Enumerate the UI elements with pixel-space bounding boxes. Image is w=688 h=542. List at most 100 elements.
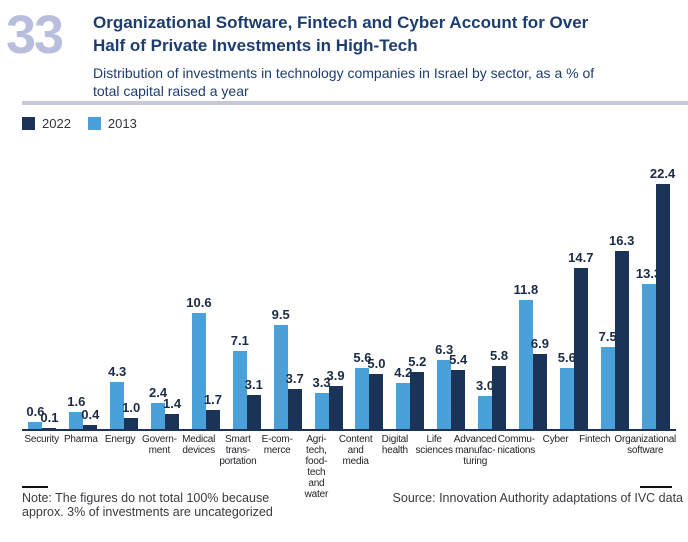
bar-2022: 1.4 (163, 396, 181, 429)
legend-swatch (22, 117, 35, 130)
bar-2013: 7.5 (599, 329, 617, 429)
bar-group: 7.5 16.3 (594, 184, 635, 429)
bar-2013: 4.3 (108, 364, 126, 429)
value-label: 3.7 (285, 370, 304, 386)
bar-group: 3.0 5.8 (472, 184, 513, 429)
bar-group: 3.3 3.9 (308, 184, 349, 429)
chart-subtitle: Distribution of investments in technolog… (93, 65, 595, 99)
value-label: 0.6 (26, 404, 45, 420)
bar-2013: 5.6 (558, 350, 576, 429)
value-label: 7.5 (598, 329, 617, 344)
category-label: Content and media (338, 434, 373, 467)
bar-2022: 22.4 (650, 166, 675, 429)
bar-group: 6.3 5.4 (431, 184, 472, 429)
x-axis-line (22, 429, 676, 431)
value-label: 22.4 (649, 166, 676, 181)
bar-2022: 1.7 (204, 392, 222, 429)
bar-group: 13.3 22.4 (635, 166, 676, 429)
category-label: Security (24, 434, 59, 445)
value-label: 3.1 (244, 377, 263, 393)
bar-2013: 11.8 (514, 282, 538, 429)
bar-2022: 5.8 (490, 348, 508, 429)
category-label: E-com- merce (261, 434, 293, 456)
bar-2022: 16.3 (609, 233, 634, 429)
bar-group: 4.2 5.2 (390, 184, 431, 429)
category-label: Commu- nications (497, 434, 536, 456)
figure-number: 33 (6, 5, 64, 65)
bar-2013: 13.3 (636, 266, 661, 429)
bar-2013: 7.1 (231, 333, 249, 429)
chart-legend: 2022 2013 (22, 117, 137, 130)
bar-2022: 3.1 (245, 377, 263, 429)
category-label: Cyber (542, 434, 569, 445)
value-label: 7.1 (230, 333, 249, 349)
value-label: 2.4 (149, 384, 168, 400)
value-label: 3.0 (476, 378, 495, 394)
bar-2013: 5.6 (353, 350, 371, 429)
bar-2013: 3.0 (476, 378, 494, 429)
legend-item-2022: 2022 (22, 117, 71, 130)
source-rule (640, 486, 672, 488)
category-label: Advanced manufac- turing (453, 434, 497, 467)
bar-group: 0.6 0.1 (22, 184, 63, 429)
bar-2013: 1.6 (67, 394, 85, 429)
legend-label: 2022 (42, 116, 71, 131)
bar-group: 4.3 1.0 (104, 184, 145, 429)
value-label: 5.4 (449, 351, 468, 367)
category-label: Smart trans- portation (219, 434, 257, 467)
bar-2013: 2.4 (149, 385, 167, 429)
bar-group: 10.6 1.7 (186, 184, 227, 429)
bar-2022: 5.2 (408, 354, 426, 429)
bar-2022: 3.9 (327, 368, 345, 429)
value-label: 6.9 (530, 335, 549, 351)
bar-2013: 6.3 (435, 342, 453, 429)
category-label: Organizational software (614, 434, 677, 456)
legend-label: 2013 (107, 116, 137, 131)
bar-2022: 6.9 (531, 336, 549, 429)
bar-group: 9.5 3.7 (267, 184, 308, 429)
bar-chart-plot: 0.6 0.1 1.6 0.4 4.3 1.0 2.4 1.4 10.6 1.7 7.1 3.1 9.5… (22, 166, 676, 429)
value-label: 6.3 (435, 342, 454, 358)
category-label: Govern- ment (142, 434, 177, 456)
value-label: 5.8 (490, 347, 509, 363)
value-label: 13.3 (635, 265, 662, 281)
value-label: 5.6 (353, 349, 372, 365)
category-label: Digital health (381, 434, 409, 456)
bar-group: 11.8 6.9 (513, 184, 554, 429)
x-axis-labels: Security Pharma Energy Govern- ment Medical … (22, 434, 676, 500)
value-label: 10.6 (186, 295, 212, 311)
bar-group: 7.1 3.1 (226, 184, 267, 429)
category-label: Life sciences (415, 434, 453, 456)
category-label: Fintech (579, 434, 611, 445)
value-label: 14.7 (568, 250, 594, 266)
value-label: 9.5 (271, 307, 290, 323)
bar-2022: 5.0 (367, 356, 385, 429)
bar-2022: 0.4 (81, 407, 99, 429)
header-divider (22, 101, 688, 105)
footnote: Note: The figures do not total 100% beca… (22, 491, 273, 519)
legend-item-2013: 2013 (87, 116, 137, 131)
category-label: Energy (104, 434, 136, 445)
bar-2022: 0.1 (40, 410, 58, 429)
bar-2013: 4.2 (394, 365, 412, 429)
value-label: 3.3 (312, 374, 331, 390)
category-label: Medical devices (182, 434, 216, 456)
value-label: 0.4 (81, 406, 100, 422)
category-label: Agri-tech, food-tech and water (304, 434, 329, 500)
category-label: Pharma (63, 434, 98, 445)
bar-group: 5.6 5.0 (349, 184, 390, 429)
value-label: 3.9 (326, 368, 345, 384)
bar-2022: 5.4 (449, 352, 467, 429)
value-label: 0.1 (40, 409, 59, 425)
bar-group: 5.6 14.7 (553, 184, 594, 429)
value-label: 1.7 (203, 392, 222, 408)
bar-2013: 9.5 (272, 307, 290, 429)
note-rule (22, 486, 48, 488)
value-label: 11.8 (513, 281, 539, 297)
value-label: 1.4 (163, 395, 182, 411)
bar-2022: 3.7 (286, 371, 304, 429)
value-label: 1.6 (67, 393, 86, 409)
bar-2022: 1.0 (122, 400, 140, 429)
bar-2013: 3.3 (313, 375, 331, 429)
value-label: 5.0 (367, 356, 386, 372)
